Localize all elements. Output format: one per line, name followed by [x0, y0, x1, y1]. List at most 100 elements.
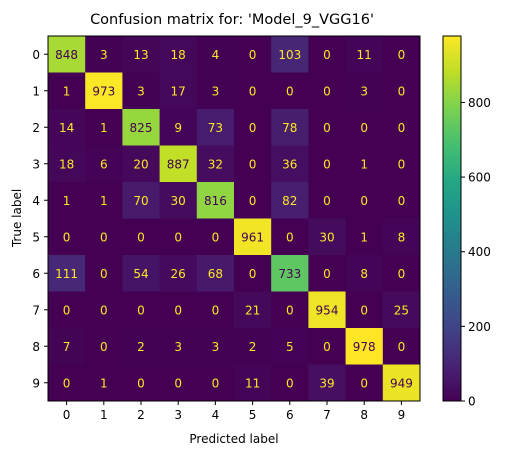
- cell-value-label: 3: [212, 84, 220, 98]
- cell-value-label: 0: [63, 303, 71, 317]
- heatmap-cell: [85, 218, 123, 256]
- cell-value-label: 0: [323, 267, 331, 281]
- x-tick-label: 3: [174, 408, 182, 422]
- heatmap-cell: [122, 364, 161, 402]
- heatmap-cell: [382, 36, 421, 73]
- colorbar: [442, 35, 462, 402]
- cell-value-label: 961: [241, 230, 264, 244]
- cell-value-label: 1: [100, 121, 108, 135]
- cell-value-label: 0: [398, 157, 406, 171]
- cell-value-label: 887: [167, 157, 190, 171]
- cell-value-label: 973: [92, 84, 115, 98]
- colorbar-tick-label: 0: [468, 395, 476, 409]
- cell-value-label: 103: [278, 48, 301, 62]
- heatmap-cell: [271, 364, 309, 402]
- heatmap-cell: [159, 364, 198, 402]
- cell-value-label: 11: [357, 48, 372, 62]
- heatmap-cell: [122, 145, 161, 183]
- cell-value-label: 70: [133, 194, 148, 208]
- cell-value-labels: 848 3 13 18 4 0 103 0 11 01 973 3 17 3 0 0 0 3 014 1 825 9 73 0…: [55, 48, 413, 391]
- cell-value-label: 0: [63, 376, 71, 390]
- heatmap-cell: [122, 291, 161, 329]
- heatmap-cell: [196, 218, 235, 256]
- heatmap-cell: [85, 364, 123, 402]
- cell-value-label: 0: [174, 303, 182, 317]
- heatmap-cell: [308, 255, 347, 292]
- cell-value-label: 30: [171, 194, 186, 208]
- heatmap-cell: [48, 291, 86, 329]
- y-tick-label: 4: [32, 194, 40, 208]
- heatmap-cell: [122, 255, 161, 292]
- cell-value-label: 825: [130, 121, 153, 135]
- cell-value-label: 0: [398, 121, 406, 135]
- cell-value-label: 13: [133, 48, 148, 62]
- heatmap-cell: [196, 72, 235, 110]
- cell-value-label: 17: [171, 84, 186, 98]
- cell-value-label: 0: [360, 121, 368, 135]
- heatmap-cell: [271, 328, 309, 365]
- heatmap-cell: [345, 255, 384, 292]
- heatmap-cell: [159, 72, 198, 110]
- cell-value-label: 848: [55, 48, 78, 62]
- heatmap-cell: [196, 291, 235, 329]
- y-tick-label: 7: [32, 303, 40, 317]
- cell-value-label: 1: [360, 157, 368, 171]
- cell-value-label: 0: [323, 194, 331, 208]
- cell-value-label: 0: [286, 376, 294, 390]
- cell-value-label: 82: [282, 194, 297, 208]
- cell-value-label: 6: [100, 157, 108, 171]
- heatmap-cell: [196, 364, 235, 402]
- heatmap-cell: [234, 72, 272, 110]
- cell-value-label: 0: [398, 194, 406, 208]
- heatmap-cell: [85, 328, 123, 365]
- cell-value-label: 0: [398, 267, 406, 281]
- cell-value-label: 3: [174, 340, 182, 354]
- x-tick-label: 9: [398, 408, 406, 422]
- cell-value-label: 25: [394, 303, 409, 317]
- heatmap-cells: [48, 36, 421, 402]
- heatmap-cell: [85, 182, 123, 219]
- heatmap-cell: [308, 36, 347, 73]
- heatmap-cell: [234, 109, 272, 146]
- heatmap-cell: [345, 182, 384, 219]
- cell-value-label: 733: [278, 267, 301, 281]
- cell-value-label: 2: [137, 340, 145, 354]
- heatmap-cell: [382, 182, 421, 219]
- heatmap-cell: [382, 109, 421, 146]
- heatmap-cell: [85, 145, 123, 183]
- cell-value-label: 0: [323, 157, 331, 171]
- colorbar-tick-label: 600: [468, 171, 491, 185]
- colorbar-tick-label: 400: [468, 245, 491, 259]
- cell-value-label: 8: [360, 267, 368, 281]
- heatmap-cell: [382, 145, 421, 183]
- x-tick-label: 5: [249, 408, 257, 422]
- heatmap-cell: [159, 36, 198, 73]
- cell-value-label: 0: [360, 303, 368, 317]
- cell-value-label: 0: [323, 340, 331, 354]
- cell-value-label: 0: [174, 376, 182, 390]
- heatmap-cell: [48, 218, 86, 256]
- cell-value-label: 0: [137, 230, 145, 244]
- heatmap-cell: [382, 255, 421, 292]
- heatmap-cell: [271, 109, 309, 146]
- heatmap-cell: [196, 145, 235, 183]
- cell-value-label: 0: [249, 194, 257, 208]
- cell-value-label: 0: [286, 84, 294, 98]
- cell-value-label: 30: [319, 230, 334, 244]
- heatmap-cell: [271, 145, 309, 183]
- cell-value-label: 20: [133, 157, 148, 171]
- cell-value-label: 3: [100, 48, 108, 62]
- x-tick-label: 6: [286, 408, 294, 422]
- heatmap-cell: [308, 364, 347, 402]
- heatmap-cell: [234, 145, 272, 183]
- heatmap-cell: [48, 72, 86, 110]
- colorbar-tick-label: 200: [468, 320, 491, 334]
- cell-value-label: 978: [353, 340, 376, 354]
- heatmap-cell: [345, 109, 384, 146]
- cell-value-label: 73: [208, 121, 223, 135]
- cell-value-label: 1: [63, 194, 71, 208]
- cell-value-label: 0: [212, 303, 220, 317]
- heatmap-cell: [196, 255, 235, 292]
- cell-value-label: 0: [212, 230, 220, 244]
